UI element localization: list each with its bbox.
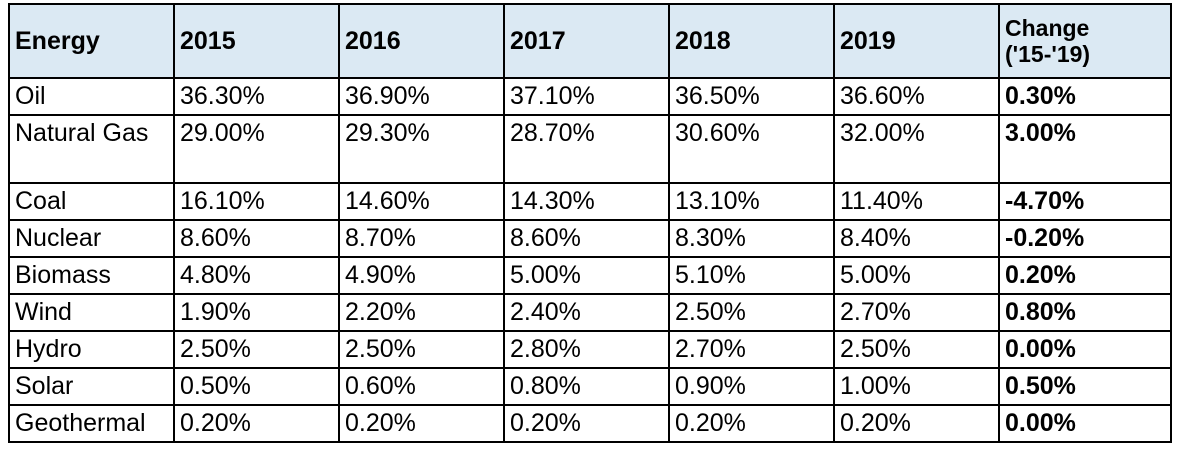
value-cell: 28.70% xyxy=(503,114,670,184)
energy-name-cell: Geothermal xyxy=(8,404,175,443)
table-row: Geothermal 0.20% 0.20% 0.20% 0.20% 0.20% 0.00% xyxy=(8,404,1172,443)
value-cell: 2.50% xyxy=(833,330,1000,369)
value-cell: 11.40% xyxy=(833,182,1000,221)
energy-name-cell: Solar xyxy=(8,367,175,406)
value-cell: 0.50% xyxy=(173,367,340,406)
value-cell: 5.10% xyxy=(668,256,835,295)
energy-name-cell: Wind xyxy=(8,293,175,332)
change-cell: -4.70% xyxy=(998,182,1172,221)
value-cell: 2.80% xyxy=(503,330,670,369)
value-cell: 36.60% xyxy=(833,77,1000,116)
column-header-change: Change ('15-'19) xyxy=(998,3,1172,79)
value-cell: 4.90% xyxy=(338,256,505,295)
change-cell: 0.80% xyxy=(998,293,1172,332)
value-cell: 30.60% xyxy=(668,114,835,184)
value-cell: 0.20% xyxy=(668,404,835,443)
value-cell: 0.90% xyxy=(668,367,835,406)
value-cell: 0.20% xyxy=(503,404,670,443)
value-cell: 29.00% xyxy=(173,114,340,184)
value-cell: 5.00% xyxy=(833,256,1000,295)
column-header-2017: 2017 xyxy=(503,3,670,79)
value-cell: 36.50% xyxy=(668,77,835,116)
table-body: Oil 36.30% 36.90% 37.10% 36.50% 36.60% 0.30% Na… xyxy=(8,77,1172,443)
change-cell: 0.30% xyxy=(998,77,1172,116)
value-cell: 4.80% xyxy=(173,256,340,295)
change-cell: 0.00% xyxy=(998,404,1172,443)
value-cell: 8.40% xyxy=(833,219,1000,258)
value-cell: 1.00% xyxy=(833,367,1000,406)
value-cell: 2.50% xyxy=(173,330,340,369)
value-cell: 0.80% xyxy=(503,367,670,406)
value-cell: 8.60% xyxy=(173,219,340,258)
change-cell: 0.50% xyxy=(998,367,1172,406)
value-cell: 0.20% xyxy=(338,404,505,443)
value-cell: 36.90% xyxy=(338,77,505,116)
change-cell: 3.00% xyxy=(998,114,1172,184)
change-cell: 0.20% xyxy=(998,256,1172,295)
column-header-2016: 2016 xyxy=(338,3,505,79)
table-row: Biomass 4.80% 4.90% 5.00% 5.10% 5.00% 0.20% xyxy=(8,256,1172,295)
energy-share-table: Energy 2015 2016 2017 2018 2019 Change ('… xyxy=(8,3,1172,443)
column-header-2019: 2019 xyxy=(833,3,1000,79)
value-cell: 2.70% xyxy=(668,330,835,369)
table-row: Solar 0.50% 0.60% 0.80% 0.90% 1.00% 0.50% xyxy=(8,367,1172,406)
energy-name-cell: Oil xyxy=(8,77,175,116)
value-cell: 0.20% xyxy=(833,404,1000,443)
table-row: Hydro 2.50% 2.50% 2.80% 2.70% 2.50% 0.00% xyxy=(8,330,1172,369)
value-cell: 2.40% xyxy=(503,293,670,332)
value-cell: 37.10% xyxy=(503,77,670,116)
value-cell: 0.20% xyxy=(173,404,340,443)
value-cell: 2.50% xyxy=(668,293,835,332)
column-header-energy: Energy xyxy=(8,3,175,79)
energy-name-cell: Hydro xyxy=(8,330,175,369)
value-cell: 14.30% xyxy=(503,182,670,221)
value-cell: 16.10% xyxy=(173,182,340,221)
value-cell: 2.20% xyxy=(338,293,505,332)
value-cell: 2.70% xyxy=(833,293,1000,332)
value-cell: 8.30% xyxy=(668,219,835,258)
value-cell: 13.10% xyxy=(668,182,835,221)
value-cell: 29.30% xyxy=(338,114,505,184)
value-cell: 2.50% xyxy=(338,330,505,369)
value-cell: 8.70% xyxy=(338,219,505,258)
column-header-2015: 2015 xyxy=(173,3,340,79)
energy-name-cell: Biomass xyxy=(8,256,175,295)
energy-name-cell: Coal xyxy=(8,182,175,221)
header-row: Energy 2015 2016 2017 2018 2019 Change ('… xyxy=(8,3,1172,79)
value-cell: 36.30% xyxy=(173,77,340,116)
table-row: Nuclear 8.60% 8.70% 8.60% 8.30% 8.40% -0.20% xyxy=(8,219,1172,258)
column-header-2018: 2018 xyxy=(668,3,835,79)
energy-name-cell: Nuclear xyxy=(8,219,175,258)
table-row: Natural Gas 29.00% 29.30% 28.70% 30.60% 32.00… xyxy=(8,114,1172,184)
value-cell: 8.60% xyxy=(503,219,670,258)
energy-name-cell: Natural Gas xyxy=(8,114,175,184)
change-cell: -0.20% xyxy=(998,219,1172,258)
table-container: Energy 2015 2016 2017 2018 2019 Change ('… xyxy=(8,3,1172,443)
table-row: Coal 16.10% 14.60% 14.30% 13.10% 11.40% -4.70% xyxy=(8,182,1172,221)
value-cell: 1.90% xyxy=(173,293,340,332)
value-cell: 5.00% xyxy=(503,256,670,295)
value-cell: 32.00% xyxy=(833,114,1000,184)
change-cell: 0.00% xyxy=(998,330,1172,369)
table-row: Wind 1.90% 2.20% 2.40% 2.50% 2.70% 0.80% xyxy=(8,293,1172,332)
value-cell: 0.60% xyxy=(338,367,505,406)
table-row: Oil 36.30% 36.90% 37.10% 36.50% 36.60% 0.30% xyxy=(8,77,1172,116)
value-cell: 14.60% xyxy=(338,182,505,221)
